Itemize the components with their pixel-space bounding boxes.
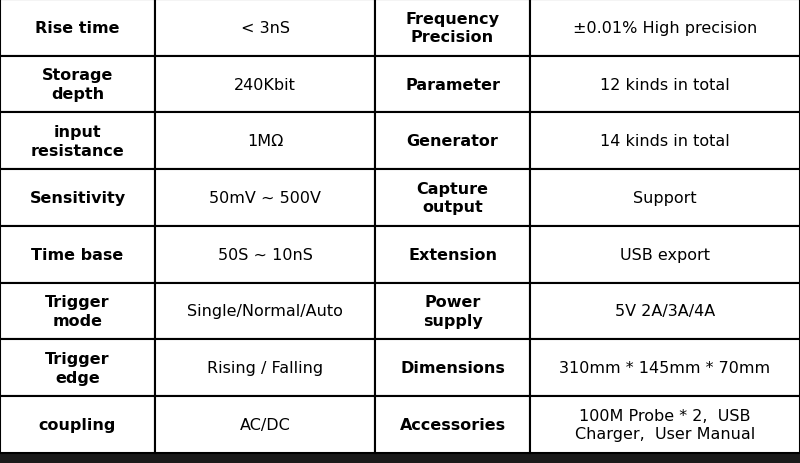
Bar <box>530 226 800 283</box>
Text: input
resistance: input resistance <box>30 125 124 158</box>
Bar <box>530 56 800 113</box>
Bar <box>0 56 155 113</box>
Text: USB export: USB export <box>620 247 710 262</box>
Bar <box>375 170 530 226</box>
Text: Storage
depth: Storage depth <box>42 68 113 102</box>
Bar <box>375 0 530 56</box>
Bar <box>375 283 530 339</box>
Bar <box>375 113 530 170</box>
Bar <box>0 170 155 226</box>
Text: Time base: Time base <box>31 247 124 262</box>
Text: Dimensions: Dimensions <box>400 360 505 375</box>
Bar <box>530 0 800 56</box>
Text: 1MΩ: 1MΩ <box>247 134 283 149</box>
Bar <box>0 226 155 283</box>
Text: coupling: coupling <box>39 417 116 432</box>
Text: AC/DC: AC/DC <box>240 417 290 432</box>
Text: Generator: Generator <box>406 134 498 149</box>
Bar <box>375 340 530 396</box>
Text: Frequency
Precision: Frequency Precision <box>406 12 499 45</box>
Text: < 3nS: < 3nS <box>241 21 290 36</box>
Text: Sensitivity: Sensitivity <box>30 191 126 206</box>
Text: Support: Support <box>633 191 697 206</box>
Bar <box>375 56 530 113</box>
Text: Trigger
edge: Trigger edge <box>45 351 110 385</box>
Text: 50S ~ 10nS: 50S ~ 10nS <box>218 247 313 262</box>
Text: Parameter: Parameter <box>405 77 500 93</box>
Bar <box>530 113 800 170</box>
Text: Extension: Extension <box>408 247 497 262</box>
Bar <box>0 340 155 396</box>
Bar <box>155 0 375 56</box>
Bar <box>0 0 155 56</box>
Bar <box>155 396 375 453</box>
Text: 240Kbit: 240Kbit <box>234 77 296 93</box>
Text: 12 kinds in total: 12 kinds in total <box>600 77 730 93</box>
Text: Rise time: Rise time <box>35 21 120 36</box>
Bar <box>0 396 155 453</box>
Bar <box>155 113 375 170</box>
Bar <box>375 226 530 283</box>
Text: Trigger
mode: Trigger mode <box>45 294 110 328</box>
Bar <box>155 170 375 226</box>
Bar <box>155 340 375 396</box>
Bar <box>0 453 800 463</box>
Bar <box>155 56 375 113</box>
Text: ±0.01% High precision: ±0.01% High precision <box>573 21 757 36</box>
Bar <box>530 340 800 396</box>
Bar <box>530 170 800 226</box>
Text: Rising / Falling: Rising / Falling <box>207 360 323 375</box>
Text: 310mm * 145mm * 70mm: 310mm * 145mm * 70mm <box>559 360 770 375</box>
Bar <box>0 283 155 339</box>
Bar <box>530 283 800 339</box>
Bar <box>155 226 375 283</box>
Text: Capture
output: Capture output <box>417 181 489 215</box>
Bar <box>0 113 155 170</box>
Text: 5V 2A/3A/4A: 5V 2A/3A/4A <box>615 304 715 319</box>
Bar <box>375 396 530 453</box>
Bar <box>155 283 375 339</box>
Text: Accessories: Accessories <box>399 417 506 432</box>
Text: Power
supply: Power supply <box>422 294 482 328</box>
Text: Single/Normal/Auto: Single/Normal/Auto <box>187 304 343 319</box>
Text: 14 kinds in total: 14 kinds in total <box>600 134 730 149</box>
Text: 100M Probe * 2,  USB
Charger,  User Manual: 100M Probe * 2, USB Charger, User Manual <box>575 408 755 441</box>
Bar <box>530 396 800 453</box>
Text: 50mV ~ 500V: 50mV ~ 500V <box>209 191 321 206</box>
